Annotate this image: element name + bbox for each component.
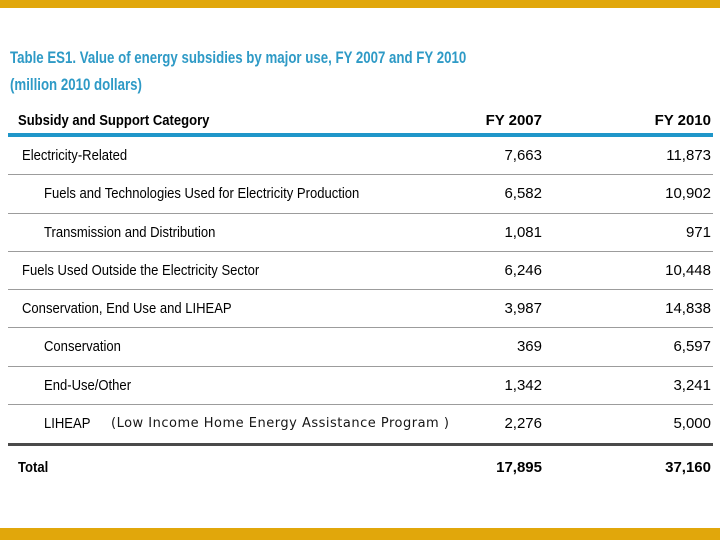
row-label: Electricity-Related <box>22 147 128 164</box>
table-rows: Electricity-Related 7,663 11,873 Fuels a… <box>8 137 713 443</box>
row-value-fy2010: 5,000 <box>673 414 711 432</box>
table-row: End-Use/Other 1,342 3,241 <box>8 367 713 405</box>
total-value-fy2010: 37,160 <box>665 459 711 476</box>
row-label: Fuels Used Outside the Electricity Secto… <box>22 261 260 279</box>
row-label: LIHEAP <box>44 414 91 432</box>
row-label: Conservation <box>44 338 121 356</box>
row-value-fy2007: 1,081 <box>504 223 542 241</box>
row-value-fy2007: 369 <box>516 338 542 356</box>
row-value-fy2010: 3,241 <box>673 376 711 394</box>
table-row: Conservation, End Use and LIHEAP 3,987 1… <box>8 290 713 329</box>
row-value-fy2010: 10,448 <box>665 261 711 279</box>
header-fy2010: FY 2010 <box>654 112 711 129</box>
row-label: End-Use/Other <box>44 376 132 394</box>
table-row: LIHEAP 2,276 5,000 (Low Income Home Ener… <box>8 405 713 443</box>
table-row: Fuels Used Outside the Electricity Secto… <box>8 252 713 290</box>
row-value-fy2010: 10,902 <box>665 185 711 203</box>
row-value-fy2010: 6,597 <box>673 338 711 356</box>
bottom-accent-bar <box>0 528 720 540</box>
table-title: Table ES1. Value of energy subsidies by … <box>10 44 595 98</box>
row-value-fy2007: 1,342 <box>504 376 542 394</box>
row-value-fy2007: 6,246 <box>504 261 542 279</box>
subsidies-table: Subsidy and Support Category FY 2007 FY … <box>8 108 713 489</box>
row-value-fy2010: 14,838 <box>665 300 711 317</box>
top-accent-bar <box>0 0 720 8</box>
row-label: Conservation, End Use and LIHEAP <box>22 300 232 317</box>
row-label: Transmission and Distribution <box>44 223 216 241</box>
table-header-row: Subsidy and Support Category FY 2007 FY … <box>8 108 713 137</box>
table-row: Fuels and Technologies Used for Electric… <box>8 175 713 214</box>
table-row: Conservation 369 6,597 <box>8 328 713 367</box>
liheap-annotation: (Low Income Home Energy Assistance Progr… <box>111 415 450 431</box>
row-value-fy2007: 7,663 <box>504 147 542 164</box>
row-label: Fuels and Technologies Used for Electric… <box>44 185 360 203</box>
row-value-fy2007: 6,582 <box>504 185 542 203</box>
header-category: Subsidy and Support Category <box>18 112 210 129</box>
row-value-fy2007: 2,276 <box>504 414 542 432</box>
header-fy2007: FY 2007 <box>485 112 542 129</box>
total-value-fy2007: 17,895 <box>496 459 542 476</box>
table-title-line2: (million 2010 dollars) <box>10 75 142 94</box>
table-title-line1: Table ES1. Value of energy subsidies by … <box>10 48 467 67</box>
row-value-fy2007: 3,987 <box>504 300 542 317</box>
table-total-row: Total 17,895 37,160 <box>8 443 713 489</box>
table-row: Transmission and Distribution 1,081 971 <box>8 214 713 252</box>
total-label: Total <box>18 459 49 476</box>
table-row: Electricity-Related 7,663 11,873 <box>8 137 713 176</box>
row-value-fy2010: 971 <box>685 223 711 241</box>
row-value-fy2010: 11,873 <box>666 147 711 164</box>
